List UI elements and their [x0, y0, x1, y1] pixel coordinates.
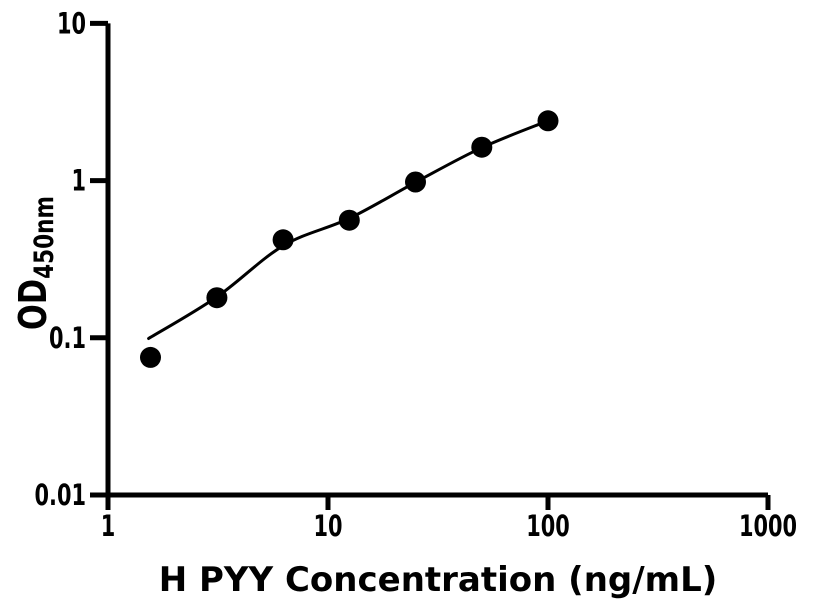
- y-tick-label-1: 1: [71, 164, 86, 197]
- y-tick-label-0.01: 0.01: [35, 479, 86, 512]
- data-point: [405, 171, 426, 193]
- data-point: [272, 229, 294, 251]
- y-tick-label-10: 10: [57, 7, 86, 40]
- tick-labels-layer: 0.01 0.1 1 10 1 10 100 1000: [35, 7, 798, 543]
- ticks-layer: [90, 20, 771, 510]
- data-point: [338, 209, 360, 231]
- data-point: [537, 110, 559, 132]
- y-axis-title-main: OD: [12, 279, 56, 330]
- x-tick-label-1: 1: [101, 510, 116, 543]
- x-axis-title: H PYY Concentration (ng/mL): [159, 560, 718, 600]
- data-point: [206, 287, 228, 309]
- data-point: [140, 346, 161, 368]
- data-point: [471, 136, 493, 158]
- x-tick-label-1000: 1000: [739, 510, 797, 543]
- y-axis-title: OD450nm: [12, 196, 60, 330]
- y-tick-label-0.1: 0.1: [49, 321, 86, 354]
- y-axis-title-subscript: 450nm: [28, 196, 60, 279]
- data-points-layer: [140, 110, 559, 368]
- x-tick-label-100: 100: [526, 510, 570, 543]
- x-tick-label-10: 10: [313, 510, 342, 543]
